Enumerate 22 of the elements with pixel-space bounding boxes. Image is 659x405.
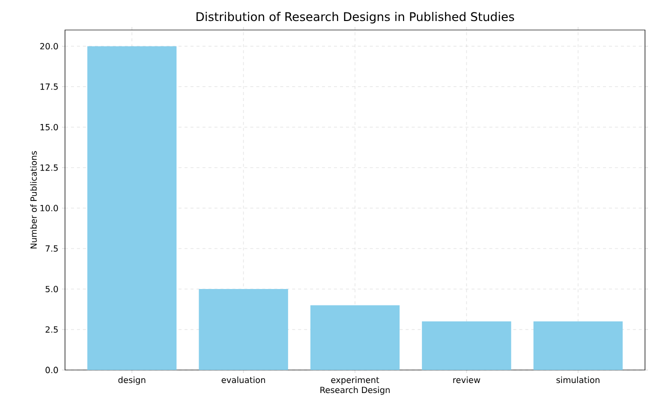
y-tick-label: 2.5 (46, 326, 58, 333)
y-tick-label: 15.0 (40, 124, 58, 130)
x-axis-title: Research Design (320, 386, 390, 395)
y-tick-label: 0.0 (46, 366, 58, 374)
y-tick-label: 17.5 (40, 84, 58, 90)
y-tick-label: 7.5 (46, 245, 58, 252)
y-tick-label: 10.0 (40, 204, 58, 212)
x-tick-label: review (453, 376, 480, 384)
bar (533, 321, 623, 370)
x-tick-label: design (118, 376, 146, 385)
y-tick-label: 5.0 (46, 286, 58, 292)
bar (198, 289, 288, 370)
x-tick-label: experiment (331, 376, 380, 385)
bar (87, 46, 177, 370)
x-tick-label: evaluation (222, 376, 266, 384)
y-tick-label: 12.5 (40, 164, 58, 171)
bar (422, 321, 512, 370)
y-axis-title: Number of Publications (30, 151, 37, 248)
bar (310, 305, 400, 370)
chart-title: Distribution of Research Designs in Published Studies (196, 12, 514, 24)
x-tick-label: simulation (556, 376, 600, 384)
y-tick-label: 20.0 (40, 42, 58, 50)
